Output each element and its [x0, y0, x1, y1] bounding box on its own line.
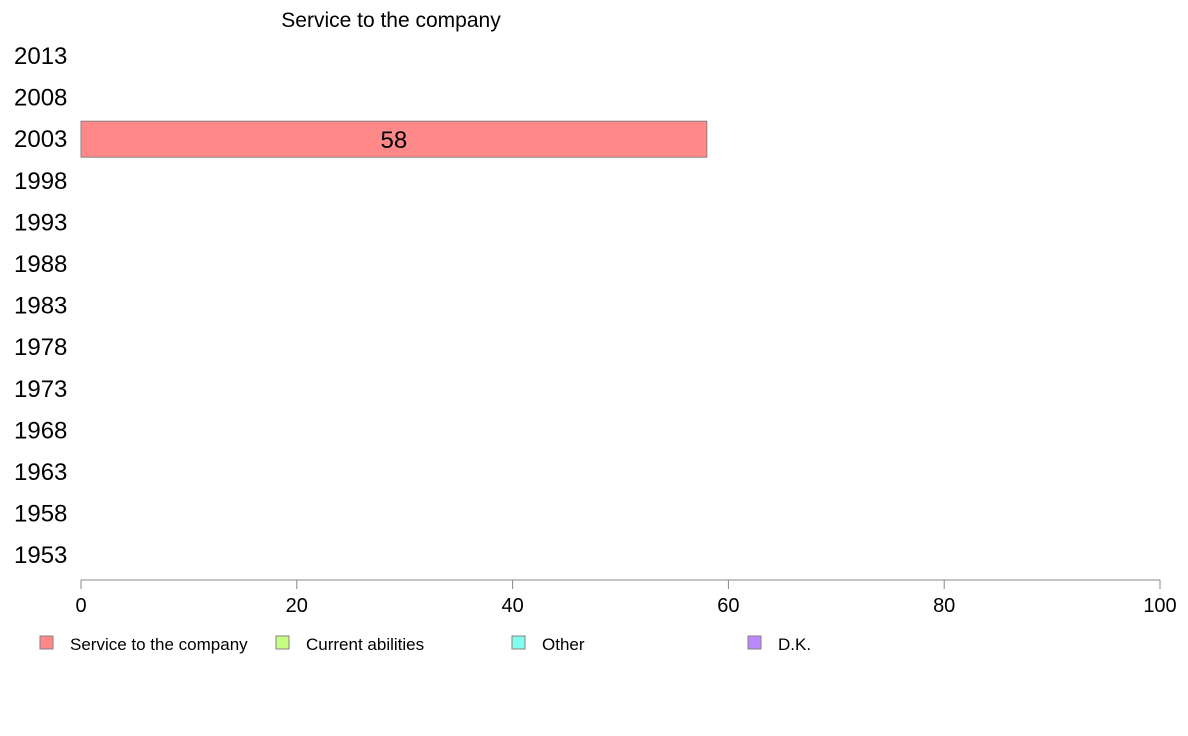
- category-label: 1993: [14, 209, 67, 236]
- legend-swatch: [39, 635, 54, 650]
- legend-label: Current abilities: [306, 635, 424, 654]
- category-label: 2013: [14, 43, 67, 70]
- x-tick-label: 80: [933, 595, 955, 617]
- category-labels: 2013 2008 2003 1998 1993 1988 1983 1978 1973 1968…: [14, 43, 67, 569]
- category-label: 1968: [14, 417, 67, 444]
- x-tick-label: 100: [1143, 595, 1176, 617]
- x-tick-label: 40: [501, 595, 523, 617]
- bars: [80, 120, 708, 158]
- legend: Service to the company Current abilities O…: [39, 635, 811, 654]
- category-label: 1988: [14, 251, 67, 278]
- bar: [80, 120, 708, 158]
- x-tick-label: 0: [75, 595, 86, 617]
- x-tick-label: 60: [717, 595, 739, 617]
- legend-swatch: [275, 635, 290, 650]
- data-labels: 58: [381, 127, 408, 154]
- chart-title: Service to the company: [281, 9, 501, 32]
- category-label: 1953: [14, 542, 67, 569]
- category-label: 2008: [14, 85, 67, 112]
- x-axis: 0 20 40 60 80 100: [75, 579, 1177, 617]
- category-label: 1978: [14, 334, 67, 361]
- category-label: 1998: [14, 168, 67, 195]
- category-label: 1983: [14, 293, 67, 320]
- category-label: 1963: [14, 459, 67, 486]
- legend-swatch: [747, 635, 762, 650]
- legend-swatch: [511, 635, 526, 650]
- legend-label: D.K.: [778, 635, 811, 654]
- category-label: 1958: [14, 501, 67, 528]
- category-label: 1973: [14, 376, 67, 403]
- x-tick-label: 20: [286, 595, 308, 617]
- legend-label: Service to the company: [70, 635, 248, 654]
- category-label: 2003: [14, 126, 67, 153]
- data-label: 58: [381, 127, 408, 154]
- legend-label: Other: [542, 635, 585, 654]
